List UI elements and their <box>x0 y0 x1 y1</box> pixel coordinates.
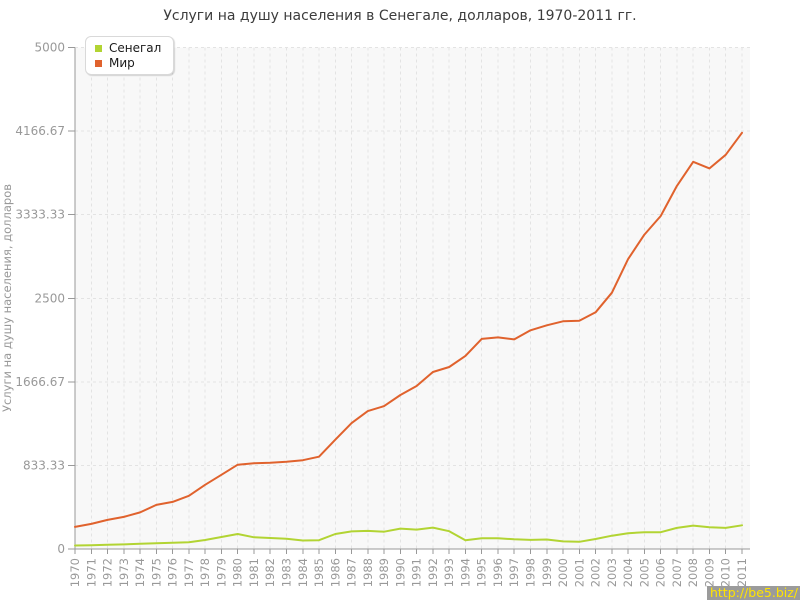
x-axis-tick-label: 2001 <box>572 558 586 587</box>
x-axis-tick-label: 2011 <box>735 558 749 587</box>
x-axis-tick-label: 2006 <box>654 558 668 587</box>
x-axis-tick-label: 1996 <box>491 558 505 587</box>
x-axis-tick-label: 2004 <box>621 558 635 587</box>
x-axis-tick-label: 1995 <box>475 558 489 587</box>
x-axis-tick-label: 1997 <box>507 558 521 587</box>
x-axis-tick-label: 2010 <box>719 558 733 587</box>
x-axis-tick-label: 2009 <box>702 558 716 587</box>
x-axis-tick-label: 1987 <box>345 558 359 587</box>
watermark-link[interactable]: http://be5.biz/ <box>706 586 800 600</box>
x-axis-tick-label: 1973 <box>117 558 131 587</box>
x-axis-tick-label: 1985 <box>312 558 326 587</box>
x-axis-tick-label: 1984 <box>296 558 310 587</box>
y-axis-tick-labels: 0 833.33 1666.67 2500 3333.33 4166.67 5000 <box>15 41 65 557</box>
x-axis-tick-label: 1998 <box>524 558 538 587</box>
x-axis-tick-label: 1980 <box>231 558 245 587</box>
x-axis-tick-label: 1970 <box>68 558 82 587</box>
x-axis-tick-label: 1976 <box>166 558 180 587</box>
x-axis-tick-label: 1991 <box>410 558 424 587</box>
axes <box>68 47 750 554</box>
x-axis-tick-label: 1981 <box>247 558 261 587</box>
x-axis-tick-label: 1992 <box>426 558 440 587</box>
x-axis-tick-label: 1982 <box>263 558 277 587</box>
series-line-world <box>74 131 743 528</box>
x-axis-tick-label: 2002 <box>589 558 603 587</box>
legend-label-senegal: Сенегал <box>109 41 162 55</box>
y-axis-tick-label: 2500 <box>34 291 65 305</box>
legend-item-senegal[interactable]: Сенегал <box>95 41 161 55</box>
x-axis-tick-label: 1978 <box>198 558 212 587</box>
y-axis-tick-label: 833.33 <box>23 458 65 472</box>
x-axis-tick-labels: 1970 1971 1972 1973 1974 1975 1976 1977 1978 1979… <box>68 558 749 587</box>
y-axis-title: Услуги на душу населения, долларов <box>0 184 14 412</box>
x-axis-tick-label: 1983 <box>279 558 293 587</box>
y-axis-tick-label: 0 <box>57 542 65 556</box>
series-line-senegal <box>74 524 743 547</box>
y-axis-tick-label: 3333.33 <box>15 208 65 222</box>
x-axis-tick-label: 1990 <box>393 558 407 587</box>
x-axis-tick-label: 2008 <box>686 558 700 587</box>
chart-title: Услуги на душу населения в Сенегале, дол… <box>163 8 637 24</box>
x-axis-tick-label: 1988 <box>361 558 375 587</box>
x-axis-tick-label: 1975 <box>149 558 163 587</box>
x-axis-tick-label: 1994 <box>458 558 472 587</box>
x-axis-tick-label: 1999 <box>540 558 554 587</box>
x-axis-tick-label: 2003 <box>605 558 619 587</box>
x-axis-tick-label: 2005 <box>637 558 651 587</box>
x-axis-tick-label: 2000 <box>556 558 570 587</box>
legend-label-world: Мир <box>109 56 135 70</box>
gridlines <box>74 47 750 549</box>
x-axis-tick-label: 1993 <box>442 558 456 587</box>
y-axis-tick-label: 1666.67 <box>15 375 65 389</box>
x-axis-tick-label: 1979 <box>214 558 228 587</box>
y-axis-tick-label: 5000 <box>34 41 65 55</box>
legend-swatch-senegal <box>95 44 102 52</box>
x-axis-tick-label: 1986 <box>328 558 342 587</box>
x-axis-tick-label: 1974 <box>133 558 147 587</box>
x-axis-tick-label: 1971 <box>84 558 98 587</box>
x-axis-tick-label: 1989 <box>377 558 391 587</box>
x-axis-tick-label: 1977 <box>182 558 196 587</box>
y-axis-tick-label: 4166.67 <box>15 124 65 138</box>
x-axis-tick-label: 1972 <box>101 558 115 587</box>
legend-item-world[interactable]: Мир <box>95 56 161 70</box>
x-axis-tick-label: 2007 <box>670 558 684 587</box>
legend-swatch-world <box>95 59 102 67</box>
legend: Сенегал Мир <box>85 36 175 75</box>
